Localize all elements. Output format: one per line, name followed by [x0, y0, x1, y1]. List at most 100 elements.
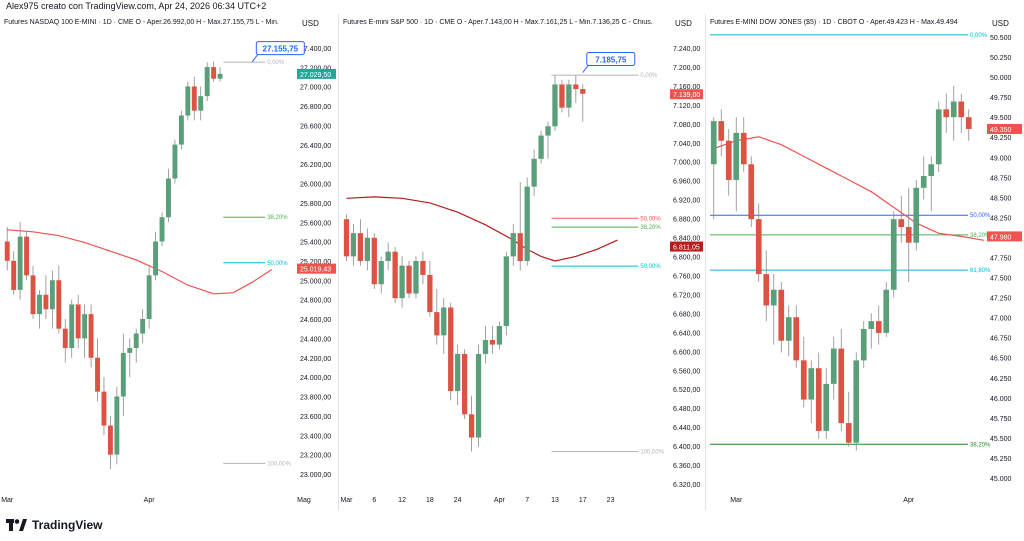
y-tick-label: 45.500	[990, 436, 1012, 443]
candle	[399, 256, 405, 308]
candle-body	[489, 339, 496, 345]
chart-svg[interactable]: 7.240,00 7.200,00 7.160,00 7.120,00 7.080,00…	[339, 14, 705, 514]
price-axis	[986, 14, 1024, 514]
last-price-label: 7.139,00	[673, 92, 700, 99]
y-tick-label: 48.750	[990, 175, 1012, 182]
candle	[56, 265, 62, 334]
y-tick-label: 7.120,00	[673, 103, 700, 110]
candle	[482, 326, 489, 364]
moving-average-line	[7, 229, 273, 295]
chart-panel-sp500[interactable]: Futures E-mini S&P 500 · 1D · CME O - Ap…	[339, 14, 705, 514]
candle-body	[371, 237, 377, 285]
candle	[559, 79, 565, 113]
high-callout-label: 27.155,75	[263, 45, 299, 54]
candle	[114, 386, 120, 465]
y-tick-label: 6.560,00	[673, 368, 700, 375]
candle	[204, 62, 210, 101]
chart-svg[interactable]: 50.500 50.250 50.000 49.750 49.500 49.250 49.0…	[706, 14, 1024, 514]
y-tick-label: 6.840,00	[673, 236, 700, 243]
candle-body	[95, 357, 100, 392]
candle-body	[217, 73, 223, 79]
candle	[510, 223, 516, 266]
y-tick-label: 23.200,00	[300, 453, 331, 460]
y-tick-label: 25.800,00	[300, 201, 331, 208]
candle-body	[793, 317, 800, 361]
candle-body	[69, 304, 75, 349]
candle-body	[11, 260, 17, 290]
candle	[198, 86, 204, 121]
candle-body	[905, 227, 912, 243]
moving-average-label: 6.811,05	[673, 245, 700, 252]
candle-body	[406, 265, 412, 294]
candle-body	[392, 251, 398, 299]
candle-body	[88, 314, 94, 358]
candle-body	[538, 135, 544, 159]
candle-body	[482, 339, 489, 354]
candle-body	[475, 353, 482, 438]
y-tick-label: 45.750	[990, 416, 1012, 423]
candle-body	[718, 121, 725, 141]
y-tick-label: 24.000,00	[300, 375, 331, 382]
y-tick-label: 27.000,00	[300, 85, 331, 92]
candle	[552, 75, 558, 131]
candle-body	[740, 132, 747, 165]
candle	[406, 261, 412, 299]
moving-average-line	[713, 136, 984, 241]
candle-body	[958, 101, 965, 118]
candle-body	[785, 317, 792, 341]
y-tick-label: 45.000	[990, 476, 1012, 483]
candle	[127, 338, 133, 378]
moving-average-badge	[297, 263, 336, 274]
candle-body	[950, 101, 957, 118]
last-price-badge	[670, 89, 703, 100]
y-tick-label: 6.680,00	[673, 311, 700, 318]
candle-body	[935, 109, 942, 165]
candle-body	[883, 289, 890, 333]
candle-body	[868, 321, 875, 329]
candle	[385, 242, 391, 271]
candle	[531, 149, 537, 196]
candle	[146, 265, 152, 329]
candle-body	[573, 84, 579, 90]
candle	[566, 79, 572, 117]
y-tick-label: 46.500	[990, 356, 1012, 363]
candle-body	[146, 275, 152, 319]
currency-label: USD	[992, 19, 1009, 28]
chart-svg[interactable]: 27.400,00 27.200,00 27.000,00 26.800,00 26.6…	[0, 14, 338, 514]
candle-body	[153, 241, 159, 276]
fib-level-label: 100,00%	[640, 449, 664, 455]
candle	[448, 302, 454, 401]
x-tick-label: Mar	[1, 497, 14, 504]
candle-body	[838, 348, 845, 424]
y-tick-label: 23.400,00	[300, 433, 331, 440]
candle	[364, 228, 370, 271]
candle-body	[531, 158, 537, 187]
candle-body	[808, 368, 815, 400]
candle-body	[913, 187, 920, 243]
y-tick-label: 6.800,00	[673, 255, 700, 262]
high-callout-box	[255, 41, 305, 56]
chart-panel-nasdaq[interactable]: Futures NASDAQ 100 E-MINI · 1D · CME O -…	[0, 14, 338, 514]
candle	[755, 203, 762, 282]
x-tick-label: 17	[579, 497, 587, 504]
chart-panel-dow[interactable]: Futures E-MINI DOW JONES ($5) · 1D · CBO…	[706, 14, 1024, 514]
fib-level-label: 38,20%	[267, 215, 288, 221]
x-tick-label: Apr	[903, 497, 915, 504]
candle-body	[420, 261, 426, 275]
fib-level-label: 0,00%	[267, 60, 285, 66]
candle	[120, 333, 126, 416]
y-tick-label: 26.400,00	[300, 143, 331, 150]
candle-body	[815, 368, 822, 431]
candle	[392, 247, 398, 303]
candle-body	[755, 219, 762, 275]
candle-body	[763, 274, 770, 306]
candle	[793, 305, 800, 369]
tradingview-logo[interactable]: TradingView	[6, 518, 102, 532]
y-tick-label: 45.250	[990, 456, 1012, 463]
moving-average-badge	[670, 241, 703, 252]
candle	[740, 117, 747, 173]
candle	[211, 61, 217, 82]
currency-label: USD	[675, 19, 692, 28]
candle	[718, 109, 725, 157]
